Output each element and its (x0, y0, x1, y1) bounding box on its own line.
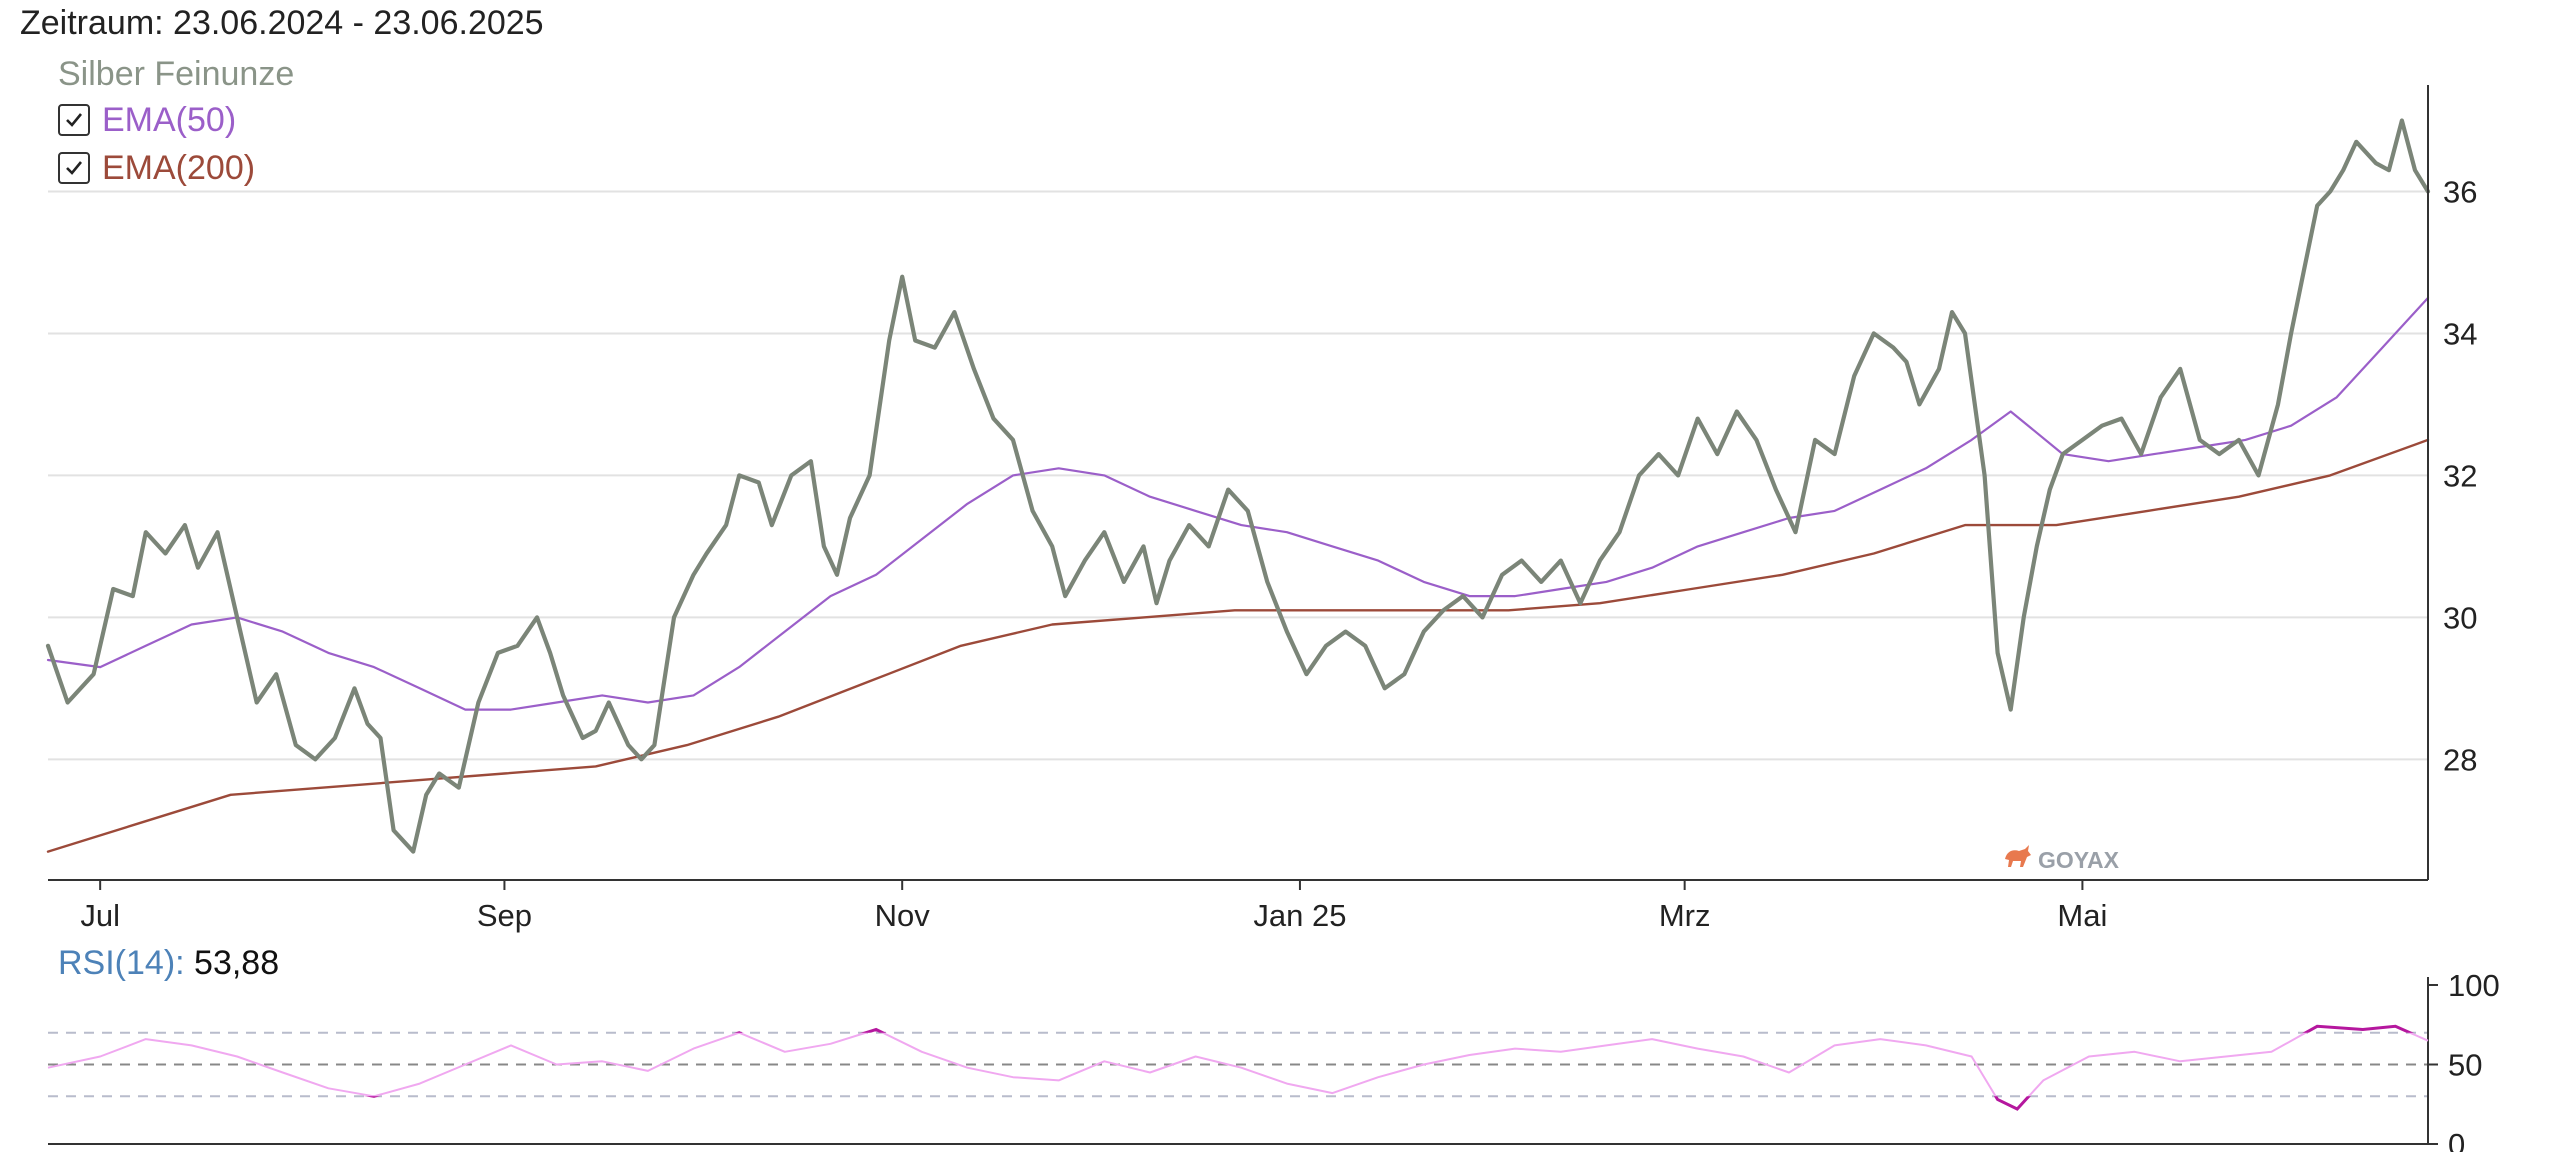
period-label: Zeitraum: 23.06.2024 - 23.06.2025 (20, 4, 544, 42)
x-tick-label: Sep (477, 898, 532, 933)
x-tick-label: Jul (80, 898, 120, 933)
x-tick-label: Mrz (1659, 898, 1711, 933)
checkmark-icon (66, 161, 83, 175)
legend-ema200-toggle[interactable]: EMA(200) (58, 144, 294, 192)
ema50-line (46, 296, 2430, 711)
rsi-panel: 0 50 100 (47, 968, 2500, 1152)
x-tick-label: Nov (875, 898, 931, 933)
watermark-text: GOYAX (2038, 847, 2120, 873)
price-grid (48, 190, 2428, 761)
ema200-label: EMA(200) (102, 148, 256, 187)
y-tick-label: 34 (2443, 316, 2477, 351)
y-tick-label: 28 (2443, 742, 2477, 777)
price-axes: 28 30 32 34 36 Jul Sep Nov Jan 25 Mrz Mai (48, 85, 2477, 933)
goyax-watermark: GOYAX (2005, 845, 2120, 873)
rsi-y-tick-label: 100 (2448, 968, 2500, 1003)
ema200-checkbox[interactable] (58, 152, 90, 184)
checkmark-icon (66, 113, 83, 127)
x-tick-label: Mai (2057, 898, 2107, 933)
rsi-y-tick-label: 0 (2448, 1127, 2465, 1152)
bull-logo-icon (2005, 845, 2031, 867)
price-line (45, 118, 2431, 854)
rsi-readout: RSI(14): 53,88 (58, 944, 279, 983)
x-tick-label: Jan 25 (1253, 898, 1346, 933)
legend-series-name: Silber Feinunze (58, 55, 295, 93)
legend-ema50-toggle[interactable]: EMA(50) (58, 96, 294, 144)
rsi-name: RSI(14): (58, 944, 185, 982)
y-tick-label: 36 (2443, 174, 2477, 209)
price-series (45, 118, 2431, 854)
ema50-checkbox[interactable] (58, 104, 90, 136)
rsi-y-tick-label: 50 (2448, 1048, 2482, 1083)
ema50-series (46, 296, 2430, 711)
y-tick-label: 30 (2443, 600, 2477, 635)
rsi-line (47, 1025, 2429, 1110)
ema50-label: EMA(50) (102, 100, 237, 139)
rsi-value: 53,88 (194, 944, 280, 982)
y-tick-label: 32 (2443, 458, 2477, 493)
legend: Silber Feinunze EMA(50) EMA(200) (58, 52, 294, 192)
